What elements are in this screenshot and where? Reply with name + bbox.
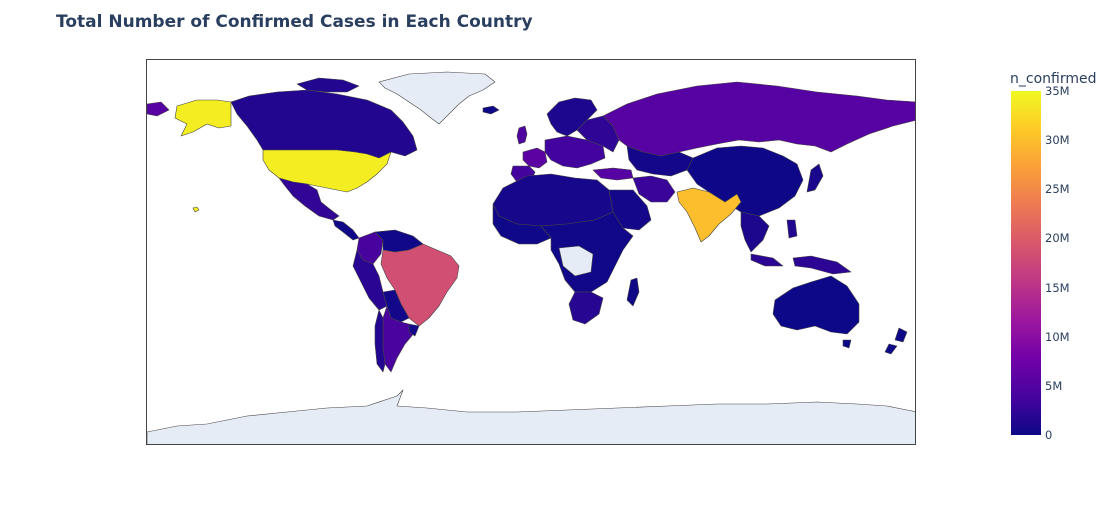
colorbar-title: n_confirmed (1010, 71, 1097, 87)
region-drc[interactable] (558, 245, 594, 277)
region-india[interactable] (676, 187, 742, 243)
region-greenland[interactable] (378, 71, 496, 125)
colorbar (1011, 91, 1041, 435)
colorbar-tick: 25M (1045, 182, 1070, 197)
region-china[interactable] (686, 145, 804, 217)
region-tasmania[interactable] (842, 339, 852, 349)
region-chile[interactable] (374, 309, 386, 373)
region-united-states[interactable] (262, 149, 392, 193)
colorbar-tick: 0 (1045, 428, 1053, 442)
region-france[interactable] (522, 147, 548, 169)
region-iceland[interactable] (482, 105, 500, 115)
world-map[interactable] (147, 60, 916, 445)
region-mexico[interactable] (278, 177, 340, 221)
region-indonesia-east[interactable] (792, 255, 852, 275)
colorbar-tick: 10M (1045, 329, 1070, 344)
colorbar-tick: 35M (1045, 84, 1070, 98)
chart-title: Total Number of Confirmed Cases in Each … (56, 12, 533, 32)
region-japan[interactable] (806, 163, 824, 193)
region-north-africa[interactable] (492, 173, 614, 227)
region-canada[interactable] (230, 89, 418, 159)
region-hawaii[interactable] (192, 206, 200, 213)
region-alaska[interactable] (174, 99, 232, 137)
region-indonesia[interactable] (750, 253, 784, 267)
region-uruguay[interactable] (408, 323, 420, 337)
region-brazil[interactable] (380, 243, 460, 327)
region-madagascar[interactable] (626, 277, 640, 307)
map-area[interactable] (146, 59, 916, 445)
region-southeast-asia[interactable] (740, 211, 770, 253)
region-antarctica[interactable] (147, 389, 916, 445)
region-australia[interactable] (772, 275, 860, 335)
colorbar-tick: 30M (1045, 133, 1070, 148)
region-west-africa[interactable] (492, 203, 552, 245)
region-iran[interactable] (632, 175, 676, 203)
region-central-america[interactable] (332, 219, 360, 241)
region-central-europe[interactable] (544, 135, 606, 169)
colorbar-tick: 20M (1045, 231, 1070, 246)
colorbar-tick: 15M (1045, 280, 1070, 295)
colorbar-tick: 5M (1045, 378, 1063, 393)
region-new-zealand[interactable] (884, 327, 908, 355)
region-russia-east[interactable] (147, 101, 170, 117)
region-south-africa[interactable] (568, 291, 604, 325)
region-united-kingdom[interactable] (516, 125, 528, 145)
region-turkey[interactable] (592, 167, 634, 181)
region-philippines[interactable] (786, 219, 798, 239)
region-canada-islands[interactable] (296, 77, 360, 93)
region-russia[interactable] (602, 81, 916, 157)
